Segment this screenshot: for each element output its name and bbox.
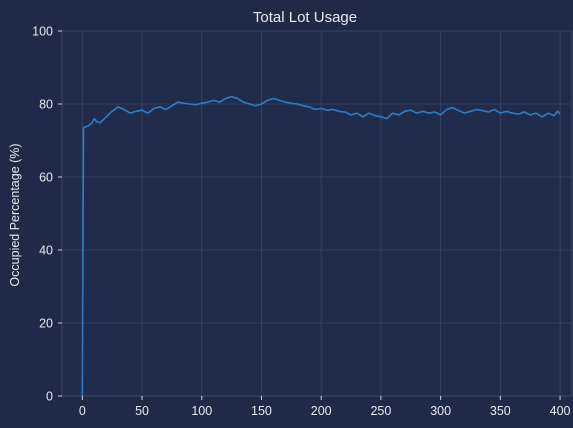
x-axis-ticks: 0 50 100 150 200 250 300 350 400 <box>79 404 571 418</box>
y-tick-label: 100 <box>32 25 53 39</box>
plot-area <box>62 31 572 396</box>
x-tick-label: 50 <box>135 404 149 418</box>
y-tick-label: 80 <box>39 98 53 112</box>
series-line-1 <box>81 95 561 397</box>
x-tick-label: 0 <box>79 404 86 418</box>
y-tick-label: 60 <box>39 171 53 185</box>
y-tick-label: 20 <box>39 317 53 331</box>
x-tick-label: 200 <box>311 404 332 418</box>
x-tick-label: 300 <box>430 404 451 418</box>
grid <box>62 30 572 397</box>
series-layer <box>81 95 561 397</box>
axes-border <box>61 30 573 397</box>
x-tick-label: 150 <box>251 404 272 418</box>
x-tick-label: 250 <box>370 404 391 418</box>
x-tick-label: 350 <box>490 404 511 418</box>
y-axis-label: Occupied Percentage (%) <box>8 143 22 286</box>
chart-title: Total Lot Usage <box>253 9 357 26</box>
y-axis-ticks: 0 20 40 60 80 100 <box>32 25 53 404</box>
x-tick-label: 100 <box>191 404 212 418</box>
tick-marks <box>58 30 561 400</box>
y-tick-label: 40 <box>39 244 53 258</box>
axes-frame <box>61 30 573 397</box>
x-tick-label: 400 <box>550 404 571 418</box>
y-tick-label: 0 <box>46 390 53 404</box>
